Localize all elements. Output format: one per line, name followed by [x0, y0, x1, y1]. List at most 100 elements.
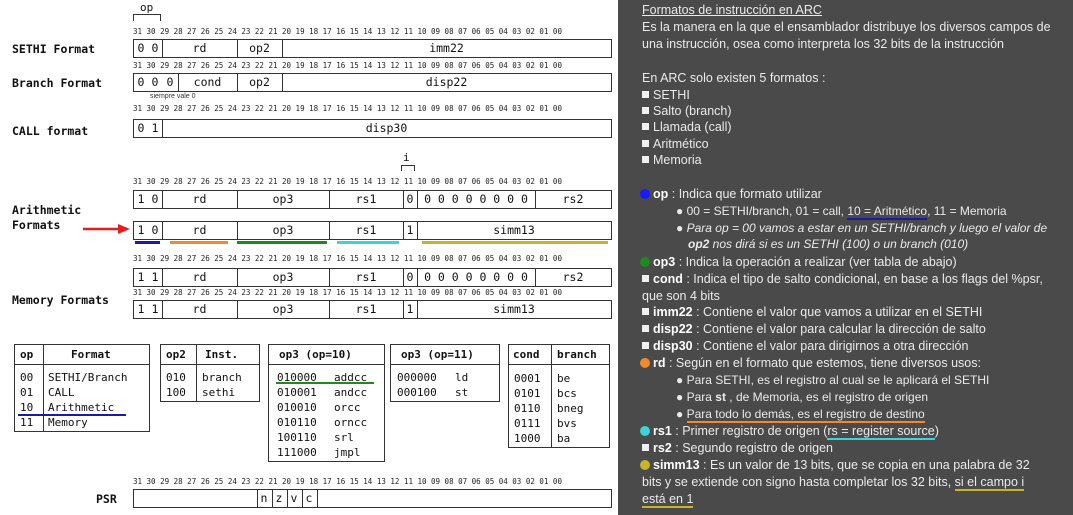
- field-unused-zeros: 0 0 0 0 0 0 0 0: [424, 270, 528, 284]
- field-i: 1: [406, 223, 414, 237]
- i-bracket: [401, 165, 415, 171]
- table-cell: orncc: [334, 416, 368, 429]
- op-bracket: [133, 14, 161, 21]
- blue-dot-icon: [640, 189, 650, 199]
- op-sub2-cont: op2 nos dirá si es un SETHI (100) o un b…: [688, 237, 969, 251]
- bit-numbers-branch: 31 30 29 28 27 26 25 24 23 22 21 20 19 1…: [133, 61, 562, 70]
- intro-line2: una instrucción, osea como interpreta lo…: [642, 37, 1004, 51]
- list-item: Salto (branch): [642, 103, 732, 120]
- table-cell: 0101: [514, 387, 541, 400]
- op3-op10-header: op3 (op=10): [279, 348, 352, 361]
- green-dot-icon: [640, 257, 650, 267]
- disp22-description: disp22 : Contiene el valor para calcular…: [642, 321, 986, 338]
- field-op-bit0: 1: [151, 121, 159, 135]
- field-op2: op2: [249, 41, 270, 55]
- list-item: Llamada (call): [642, 119, 732, 136]
- table-cell: CALL: [48, 386, 75, 399]
- notes-panel: Formatos de instrucción en ARC Es la man…: [618, 0, 1073, 515]
- branch-format-row: 0 0 0 cond op2 disp22: [133, 73, 612, 92]
- rs2-description: rs2 : Segundo registro de origen: [642, 440, 833, 457]
- op2-table-header: op2: [166, 348, 186, 361]
- table-cell: orcc: [334, 401, 361, 414]
- intro-line1: Es la manera en la que el ensamblador di…: [642, 20, 1051, 34]
- table-cell: 11: [20, 416, 34, 429]
- op2-table: op2 Inst. 010 branch 100 sethi: [160, 344, 260, 402]
- table-cell: 0110: [514, 402, 541, 415]
- field-rs1: rs1: [355, 302, 377, 316]
- table-cell: Memory: [48, 416, 88, 429]
- rd-sub3: ● Para todo lo demás, es el registro de …: [676, 407, 925, 423]
- memory-format-row-register: 1 1 rd op3 rs1 0 0 0 0 0 0 0 0 0 rs2: [133, 268, 612, 287]
- table-cell: addcc: [334, 371, 368, 384]
- list-item: Aritmético: [642, 136, 709, 153]
- table-cell: 0001: [514, 372, 541, 385]
- table-cell: 111000: [277, 446, 317, 459]
- field-cond: cond: [193, 75, 222, 89]
- bit-numbers-sethi: 31 30 29 28 27 26 25 24 23 22 21 20 19 1…: [133, 27, 562, 36]
- psr-label: PSR: [96, 492, 117, 506]
- bit-numbers-call: 31 30 29 28 27 26 25 24 23 22 21 20 19 1…: [133, 104, 562, 113]
- field-op-bit1: 1: [137, 192, 145, 206]
- sethi-format-row: 0 0 rd op2 imm22: [133, 39, 612, 58]
- i-label: i: [403, 151, 410, 164]
- op3-description: op3 : Indica la operación a realizar (ve…: [640, 254, 957, 271]
- field-simm13: simm13: [493, 223, 535, 237]
- square-bullet-icon: [642, 107, 649, 114]
- field-rs1: rs1: [355, 270, 377, 284]
- square-bullet-icon: [642, 325, 649, 332]
- field-op-bit1: 1: [137, 302, 145, 316]
- simm13-description: simm13 : Es un valor de 13 bits, que se …: [640, 457, 1030, 474]
- op-sub1: ● 00 = SETHI/branch, 01 = call, 10 = Ari…: [676, 204, 1007, 220]
- memory-formats-label: Memory Formats: [12, 293, 109, 307]
- notes-title: Formatos de instrucción en ARC: [642, 3, 822, 17]
- cond-description: cond : Indica el tipo de salto condicion…: [642, 271, 1043, 288]
- addcc-underline: [276, 382, 374, 384]
- table-cell: bcs: [557, 387, 577, 400]
- table-cell: srl: [334, 431, 354, 444]
- branch-note: siempre vale 0: [150, 93, 196, 100]
- table-cell: 010110: [277, 416, 317, 429]
- arithmetic-row-underline: [18, 414, 126, 416]
- op3-underline: [237, 241, 327, 244]
- field-op-bit0: 0: [151, 75, 159, 89]
- rs1-description: rs1 : Primer registro de origen (rs = re…: [640, 423, 939, 440]
- rd-description: rd : Según en el formato que estemos, ti…: [640, 355, 981, 372]
- field-rs2: rs2: [562, 192, 584, 206]
- table-cell: ld: [455, 371, 469, 384]
- table-cell: st: [455, 386, 469, 399]
- sethi-format-label: SETHI Format: [12, 42, 96, 56]
- inst-table-header: Inst.: [205, 348, 239, 361]
- imm22-description: imm22 : Contiene el valor que vamos a ut…: [642, 304, 982, 321]
- table-cell: sethi: [202, 386, 236, 399]
- arith-format-row-register: 1 0 rd op3 rs1 0 0 0 0 0 0 0 0 0 rs2: [133, 190, 612, 209]
- simm13-underline: [422, 241, 608, 244]
- field-op-bit0: 0: [151, 41, 159, 55]
- bit-numbers-memory-2: 31 30 29 28 27 26 25 24 23 22 21 20 19 1…: [133, 288, 562, 297]
- branch-format-label: Branch Format: [12, 76, 103, 90]
- table-cell: be: [557, 372, 571, 385]
- table-cell: 000100: [397, 386, 437, 399]
- field-op2: op2: [249, 75, 270, 89]
- field-op-bit1: 1: [137, 270, 145, 284]
- op-underline: [135, 241, 160, 244]
- field-rs1: rs1: [355, 223, 377, 237]
- square-bullet-icon: [642, 275, 649, 282]
- memory-format-row-immediate: 1 1 rd op3 rs1 1 simm13: [133, 300, 612, 319]
- list-item: SETHI: [642, 87, 690, 104]
- cyan-dot-icon: [640, 426, 650, 436]
- table-cell: 010000: [277, 371, 317, 384]
- field-op3: op3: [272, 302, 294, 316]
- table-cell: 00: [20, 371, 34, 384]
- field-op3: op3: [272, 270, 294, 284]
- field-i: 0: [406, 192, 414, 206]
- field-op-bit0: 0: [151, 192, 159, 206]
- op-description: op : Indica que formato utilizar: [640, 186, 822, 203]
- op-label: op: [140, 1, 154, 14]
- field-rd: rd: [192, 270, 207, 284]
- arith-format-row-immediate: 1 0 rd op3 rs1 1 simm13: [133, 221, 612, 240]
- field-op-bit1: 0: [137, 75, 145, 89]
- red-arrow-icon: [83, 224, 130, 234]
- field-op-bit1: 0: [137, 41, 145, 55]
- bit-numbers-arith: 31 30 29 28 27 26 25 24 23 22 21 20 19 1…: [133, 177, 562, 186]
- yellow-dot-icon: [640, 460, 650, 470]
